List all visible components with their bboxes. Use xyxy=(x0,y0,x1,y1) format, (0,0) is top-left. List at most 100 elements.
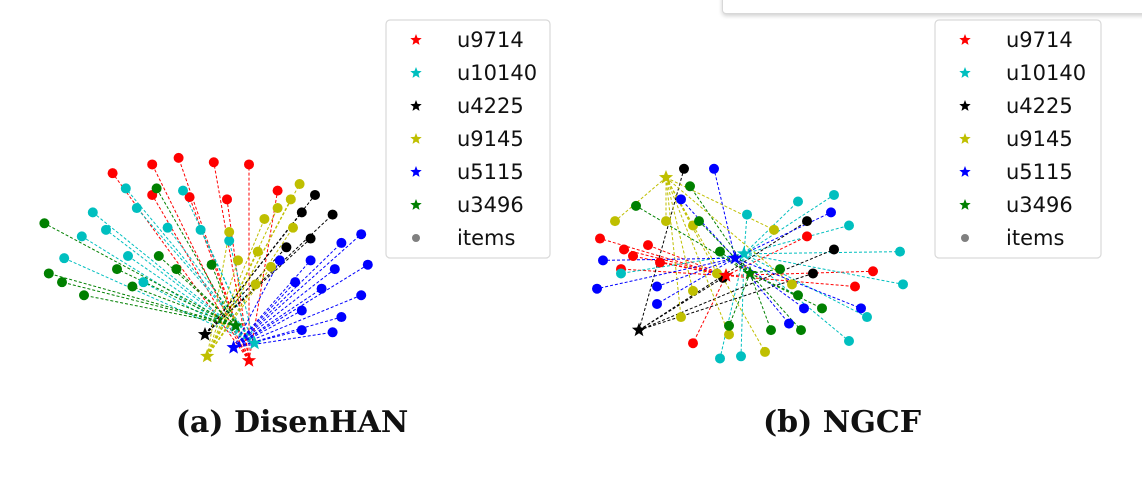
item-point xyxy=(898,279,908,290)
user-star-u10140 xyxy=(736,246,752,260)
legend-marker-u3496 xyxy=(410,199,422,210)
item-point xyxy=(829,244,839,255)
legend-marker-u5115 xyxy=(410,166,422,177)
item-point xyxy=(679,163,689,174)
user-star-u4225 xyxy=(197,327,213,341)
edge-u10140 xyxy=(167,227,255,344)
edge-u4225 xyxy=(638,272,814,331)
edge-u5115 xyxy=(734,257,790,324)
edge-u9145 xyxy=(665,177,694,291)
legend-label-u4225: u4225 xyxy=(457,94,524,118)
edge-u4225 xyxy=(638,248,835,331)
user-star-u3496 xyxy=(742,265,758,280)
item-point xyxy=(244,159,254,170)
item-point xyxy=(224,227,235,238)
user-star-u3496 xyxy=(228,318,243,332)
item-point xyxy=(709,163,719,174)
item-point xyxy=(43,268,54,279)
subtitle-disenhan: (a) DisenHAN xyxy=(176,405,409,440)
item-point xyxy=(631,200,641,211)
edge-u10140 xyxy=(620,253,745,274)
edge-u9145 xyxy=(206,231,230,357)
item-point xyxy=(799,303,809,314)
edge-u9714 xyxy=(213,162,250,361)
item-point xyxy=(652,281,662,292)
edge-u9145 xyxy=(665,177,718,274)
item-point xyxy=(296,305,307,316)
item-point xyxy=(272,203,283,214)
item-point xyxy=(336,312,347,323)
item-point xyxy=(120,183,131,194)
edge-u9714 xyxy=(647,244,727,277)
item-point xyxy=(327,209,338,220)
edge-u9714 xyxy=(151,194,250,361)
item-point xyxy=(296,207,307,218)
scatter-plot-ngcf xyxy=(592,163,908,364)
item-point xyxy=(742,209,752,220)
edge-u5115 xyxy=(233,331,333,349)
item-point xyxy=(868,266,878,277)
edge-u10140 xyxy=(719,253,745,359)
legend-label-items: items xyxy=(1006,226,1064,250)
edge-u5115 xyxy=(602,257,736,261)
edge-u5115 xyxy=(233,316,342,349)
item-point xyxy=(266,261,276,272)
edge-u3496 xyxy=(116,268,237,327)
legend-marker-items xyxy=(412,234,420,242)
item-point xyxy=(616,268,626,279)
item-point xyxy=(131,203,142,214)
item-point xyxy=(329,264,340,275)
item-layer xyxy=(592,163,908,364)
overlay-window-edge xyxy=(722,0,1142,14)
item-point xyxy=(784,318,794,329)
item-point xyxy=(688,285,698,296)
item-point xyxy=(305,233,316,244)
edge-u10140 xyxy=(143,281,255,344)
edge-u9145 xyxy=(665,177,682,318)
item-point xyxy=(808,268,818,279)
item-point xyxy=(598,255,608,266)
legend-marker-u10140 xyxy=(410,67,422,78)
edge-u3496 xyxy=(156,188,237,327)
user-star-u9145 xyxy=(658,170,674,184)
user-star-u9714 xyxy=(718,268,734,282)
legend-disenhan: u9714 u10140 u4225 u9145 u5115 u3496 items xyxy=(385,19,551,259)
item-point xyxy=(829,189,839,200)
item-point xyxy=(39,218,50,229)
item-point xyxy=(305,255,316,266)
edge-u9145 xyxy=(206,260,239,357)
scatter-plot-disenhan xyxy=(39,152,373,367)
edge-u9714 xyxy=(725,270,874,277)
item-point xyxy=(294,179,305,190)
edge-layer xyxy=(44,157,369,361)
edge-u4225 xyxy=(638,168,685,331)
edge-u5115 xyxy=(233,288,322,348)
item-point xyxy=(817,303,827,314)
item-point xyxy=(153,251,164,261)
item-point xyxy=(356,229,367,240)
legend-marker-u3496 xyxy=(959,199,971,210)
edge-u5115 xyxy=(596,257,736,290)
item-point xyxy=(123,251,133,261)
edge-u3496 xyxy=(211,264,237,326)
edge-u9145 xyxy=(665,177,730,335)
edge-u3496 xyxy=(689,185,751,274)
edge-u9145 xyxy=(206,266,272,357)
item-point xyxy=(619,244,629,255)
item-point xyxy=(676,194,686,205)
item-point xyxy=(652,298,662,309)
item-point xyxy=(59,253,70,264)
item-point xyxy=(107,168,118,179)
item-point xyxy=(57,277,67,288)
legend-label-u10140: u10140 xyxy=(457,61,537,85)
edge-u9145 xyxy=(206,284,257,357)
item-point xyxy=(151,183,162,194)
edge-u10140 xyxy=(125,188,255,344)
item-point xyxy=(296,325,307,336)
item-point xyxy=(288,222,298,233)
edge-u3496 xyxy=(83,294,236,327)
edge-layer xyxy=(596,168,904,359)
item-point xyxy=(595,233,605,244)
item-point xyxy=(290,277,301,288)
